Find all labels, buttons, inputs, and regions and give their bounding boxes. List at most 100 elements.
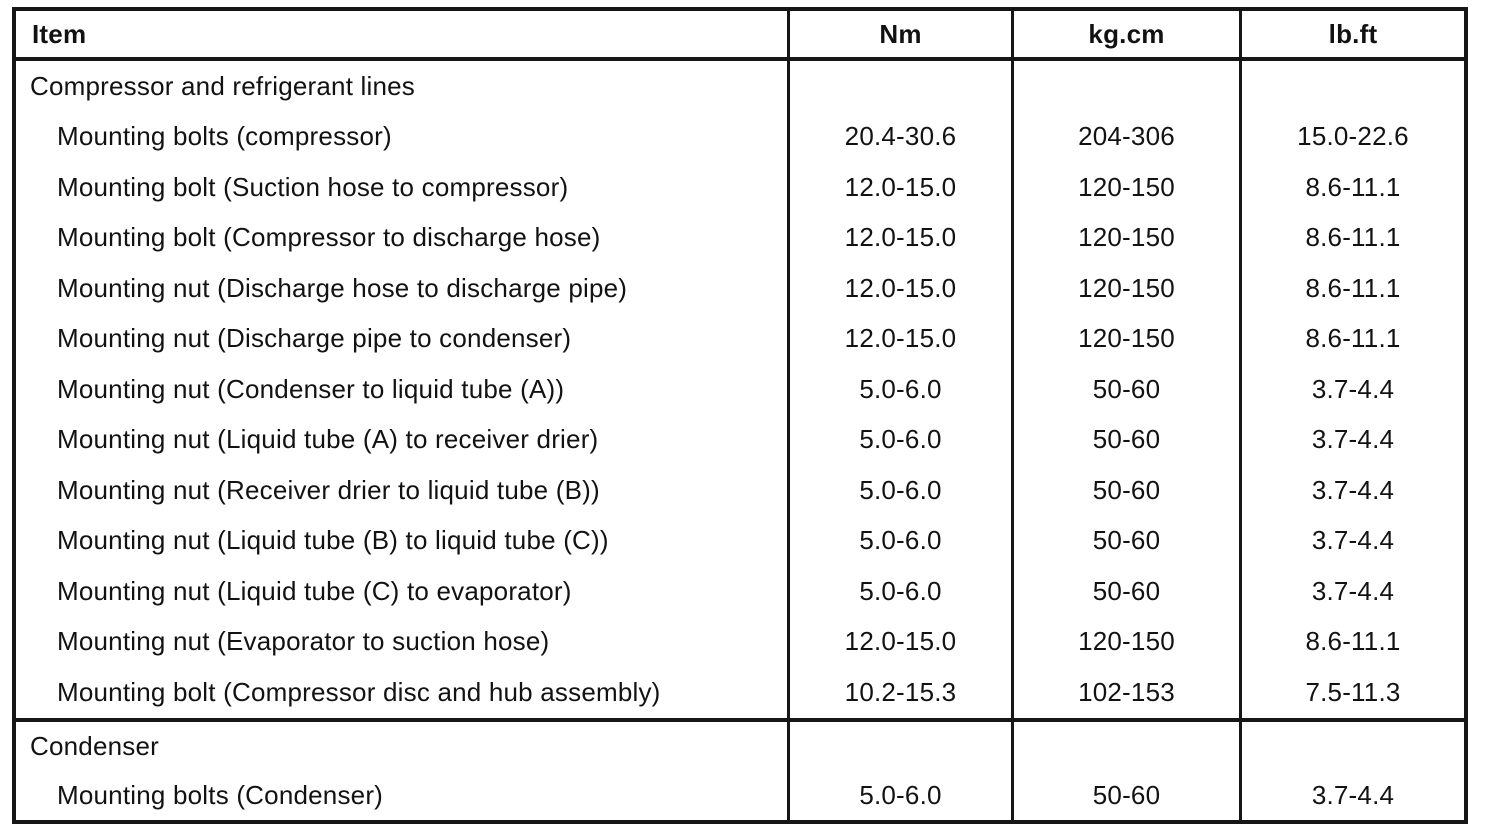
section-title-cell: Compressor and refrigerant lines bbox=[16, 61, 790, 112]
empty-cell bbox=[790, 61, 1014, 112]
item-cell: Mounting nut (Condenser to liquid tube (… bbox=[16, 364, 790, 415]
empty-cell bbox=[1014, 61, 1242, 112]
item-cell: Mounting nut (Discharge pipe to condense… bbox=[16, 313, 790, 364]
nm-cell: 12.0-15.0 bbox=[790, 212, 1014, 263]
lbft-cell: 3.7-4.4 bbox=[1242, 364, 1464, 415]
kgcm-value: 120-150 bbox=[1078, 323, 1175, 354]
column-header-lbft-label: lb.ft bbox=[1328, 18, 1378, 49]
table-row: Mounting bolt (Compressor to discharge h… bbox=[16, 212, 1464, 264]
table-row: Mounting nut (Condenser to liquid tube (… bbox=[16, 364, 1464, 415]
torque-spec-table: Item Nm kg.cm lb.ft Compressor and refri… bbox=[12, 7, 1468, 824]
item-cell: Mounting bolts (Condenser) bbox=[16, 770, 790, 820]
column-header-lbft: lb.ft bbox=[1242, 11, 1464, 57]
empty-cell bbox=[790, 721, 1014, 771]
item-text: Mounting nut (Evaporator to suction hose… bbox=[57, 626, 550, 657]
table-header-row: Item Nm kg.cm lb.ft bbox=[16, 11, 1464, 61]
section-title-text: Condenser bbox=[30, 730, 159, 761]
item-text: Mounting bolt (Compressor disc and hub a… bbox=[57, 676, 661, 707]
nm-cell: 20.4-30.6 bbox=[790, 111, 1014, 162]
nm-cell: 5.0-6.0 bbox=[790, 465, 1014, 516]
section-title-cell: Condenser bbox=[16, 721, 790, 771]
column-header-item: Item bbox=[16, 11, 790, 57]
item-text: Mounting bolt (Suction hose to compresso… bbox=[57, 171, 569, 202]
nm-value: 5.0-6.0 bbox=[859, 779, 942, 810]
kgcm-value: 50-60 bbox=[1092, 424, 1161, 455]
kgcm-cell: 120-150 bbox=[1014, 616, 1242, 667]
nm-cell: 12.0-15.0 bbox=[790, 313, 1014, 364]
item-cell: Mounting nut (Receiver drier to liquid t… bbox=[16, 465, 790, 516]
item-cell: Mounting nut (Discharge hose to discharg… bbox=[16, 263, 790, 314]
item-cell: Mounting nut (Liquid tube (A) to receive… bbox=[16, 414, 790, 465]
item-text: Mounting nut (Discharge hose to discharg… bbox=[57, 272, 628, 303]
lbft-value: 15.0-22.6 bbox=[1297, 121, 1409, 152]
table-row: Mounting bolt (Compressor disc and hub a… bbox=[16, 667, 1464, 718]
column-header-kgcm-label: kg.cm bbox=[1088, 18, 1165, 49]
lbft-value: 8.6-11.1 bbox=[1305, 323, 1401, 354]
section-title-row: Condenser bbox=[16, 721, 1464, 771]
nm-value: 12.0-15.0 bbox=[844, 171, 957, 202]
lbft-value: 3.7-4.4 bbox=[1311, 474, 1395, 505]
nm-cell: 5.0-6.0 bbox=[790, 364, 1014, 415]
lbft-value: 3.7-4.4 bbox=[1311, 424, 1395, 455]
kgcm-cell: 50-60 bbox=[1014, 770, 1242, 820]
nm-value: 12.0-15.0 bbox=[844, 323, 957, 354]
nm-value: 20.4-30.6 bbox=[844, 121, 957, 152]
table-row: Mounting nut (Discharge pipe to condense… bbox=[16, 313, 1464, 364]
lbft-value: 8.6-11.1 bbox=[1305, 222, 1401, 253]
nm-value: 5.0-6.0 bbox=[859, 424, 942, 455]
lbft-cell: 15.0-22.6 bbox=[1242, 112, 1464, 163]
item-text: Mounting bolts (Condenser) bbox=[57, 779, 384, 810]
kgcm-value: 120-150 bbox=[1078, 272, 1175, 303]
lbft-cell: 3.7-4.4 bbox=[1242, 465, 1464, 516]
kgcm-value: 50-60 bbox=[1092, 474, 1161, 505]
nm-value: 5.0-6.0 bbox=[859, 525, 942, 556]
nm-value: 10.2-15.3 bbox=[844, 676, 957, 707]
nm-value: 5.0-6.0 bbox=[859, 373, 942, 404]
lbft-value: 8.6-11.1 bbox=[1305, 171, 1401, 202]
kgcm-cell: 120-150 bbox=[1014, 313, 1242, 364]
table-row: Mounting nut (Evaporator to suction hose… bbox=[16, 616, 1464, 668]
empty-cell bbox=[1014, 721, 1242, 771]
lbft-cell: 3.7-4.4 bbox=[1242, 771, 1464, 820]
section-title-text: Compressor and refrigerant lines bbox=[30, 70, 416, 101]
empty-cell bbox=[1242, 722, 1464, 771]
nm-value: 12.0-15.0 bbox=[844, 272, 957, 303]
lbft-cell: 8.6-11.1 bbox=[1242, 213, 1464, 264]
kgcm-cell: 120-150 bbox=[1014, 162, 1242, 213]
lbft-value: 7.5-11.3 bbox=[1305, 676, 1401, 707]
nm-value: 5.0-6.0 bbox=[859, 575, 942, 606]
item-text: Mounting bolts (compressor) bbox=[57, 121, 392, 152]
item-cell: Mounting bolt (Suction hose to compresso… bbox=[16, 162, 790, 213]
nm-cell: 5.0-6.0 bbox=[790, 770, 1014, 820]
item-cell: Mounting bolt (Compressor disc and hub a… bbox=[16, 667, 790, 718]
kgcm-cell: 204-306 bbox=[1014, 111, 1242, 162]
lbft-cell: 3.7-4.4 bbox=[1242, 516, 1464, 567]
kgcm-value: 50-60 bbox=[1092, 525, 1161, 556]
lbft-cell: 8.6-11.1 bbox=[1242, 617, 1464, 668]
lbft-value: 8.6-11.1 bbox=[1305, 626, 1401, 657]
kgcm-cell: 120-150 bbox=[1014, 212, 1242, 263]
section-compressor-and-refrigerant-lines: Compressor and refrigerant lines Mountin… bbox=[16, 61, 1464, 718]
item-text: Mounting nut (Receiver drier to liquid t… bbox=[57, 474, 600, 505]
lbft-value: 3.7-4.4 bbox=[1311, 575, 1395, 606]
kgcm-cell: 50-60 bbox=[1014, 566, 1242, 617]
item-cell: Mounting nut (Liquid tube (C) to evapora… bbox=[16, 566, 790, 617]
column-header-kgcm: kg.cm bbox=[1014, 11, 1242, 57]
item-cell: Mounting bolts (compressor) bbox=[16, 111, 790, 162]
table-row: Mounting bolt (Suction hose to compresso… bbox=[16, 162, 1464, 213]
table-row: Mounting bolts (compressor) 20.4-30.6 20… bbox=[16, 111, 1464, 163]
item-text: Mounting nut (Discharge pipe to condense… bbox=[57, 323, 572, 354]
table-row: Mounting bolts (Condenser) 5.0-6.0 50-60… bbox=[16, 770, 1464, 820]
kgcm-value: 50-60 bbox=[1092, 373, 1161, 404]
lbft-value: 3.7-4.4 bbox=[1311, 525, 1395, 556]
kgcm-value: 120-150 bbox=[1078, 222, 1175, 253]
kgcm-cell: 50-60 bbox=[1014, 364, 1242, 415]
nm-cell: 12.0-15.0 bbox=[790, 162, 1014, 213]
nm-value: 5.0-6.0 bbox=[859, 474, 942, 505]
nm-value: 12.0-15.0 bbox=[844, 626, 957, 657]
kgcm-value: 50-60 bbox=[1092, 575, 1161, 606]
item-text: Mounting nut (Liquid tube (B) to liquid … bbox=[57, 525, 609, 556]
nm-cell: 10.2-15.3 bbox=[790, 667, 1014, 718]
kgcm-cell: 102-153 bbox=[1014, 667, 1242, 718]
kgcm-cell: 50-60 bbox=[1014, 515, 1242, 566]
